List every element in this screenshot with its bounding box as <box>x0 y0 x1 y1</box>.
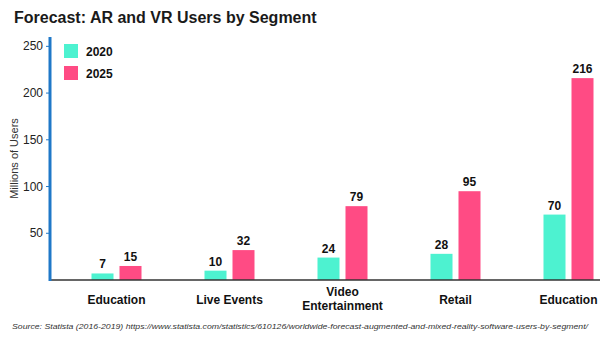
bars <box>92 78 594 280</box>
legend-label: 2025 <box>86 67 113 81</box>
data-label: 7 <box>99 257 106 271</box>
bar <box>205 271 227 280</box>
bar <box>120 266 142 280</box>
bar <box>233 250 255 280</box>
data-label: 28 <box>435 238 449 252</box>
y-axis-line <box>49 37 52 281</box>
bar <box>431 254 453 280</box>
x-tick-label: Education <box>539 293 597 307</box>
bar <box>544 215 566 280</box>
source-note: Source: Statista (2016-2019) https://www… <box>12 322 589 331</box>
bar <box>459 191 481 280</box>
data-label: 24 <box>322 242 336 256</box>
title: Forecast: AR and VR Users by Segment <box>14 9 317 26</box>
data-label: 79 <box>350 190 364 204</box>
x-tick-labels: Education Live Events VideoEntertainment Re… <box>87 285 597 313</box>
legend-swatch <box>64 44 78 58</box>
legend-swatch <box>64 66 78 80</box>
x-tick-label: Live Events <box>196 293 263 307</box>
legend: 2020 2025 <box>64 44 113 81</box>
bar <box>346 206 368 280</box>
data-label: 15 <box>124 250 138 264</box>
bar <box>572 78 594 280</box>
label-line: Video <box>326 285 358 299</box>
x-tick-label: VideoEntertainment <box>302 285 383 313</box>
x-axis-line <box>50 279 600 281</box>
data-label: 70 <box>548 199 562 213</box>
y-tick-label: 100 <box>23 180 43 194</box>
data-label: 10 <box>209 255 223 269</box>
data-label: 32 <box>237 234 251 248</box>
y-tick-label: 150 <box>23 133 43 147</box>
y-tick-label: 50 <box>30 226 44 240</box>
y-tick-label: 200 <box>23 86 43 100</box>
chart-container: Forecast: AR and VR Users by Segment Mill… <box>0 0 600 337</box>
x-tick-label: Education <box>87 293 145 307</box>
y-ticks: 50 100 150 200 250 <box>23 39 50 240</box>
x-tick-label: Retail <box>439 293 472 307</box>
label-line: Entertainment <box>302 299 383 313</box>
data-label: 216 <box>572 62 592 76</box>
y-tick-label: 250 <box>23 39 43 53</box>
y-axis-label: Millions of Users <box>8 118 20 199</box>
chart-svg: Forecast: AR and VR Users by Segment Mill… <box>0 0 600 337</box>
legend-label: 2020 <box>86 45 113 59</box>
bar <box>318 258 340 280</box>
bar <box>92 273 114 280</box>
data-label: 95 <box>463 175 477 189</box>
data-labels: 7 10 24 28 70 15 32 79 95 216 <box>99 62 593 271</box>
